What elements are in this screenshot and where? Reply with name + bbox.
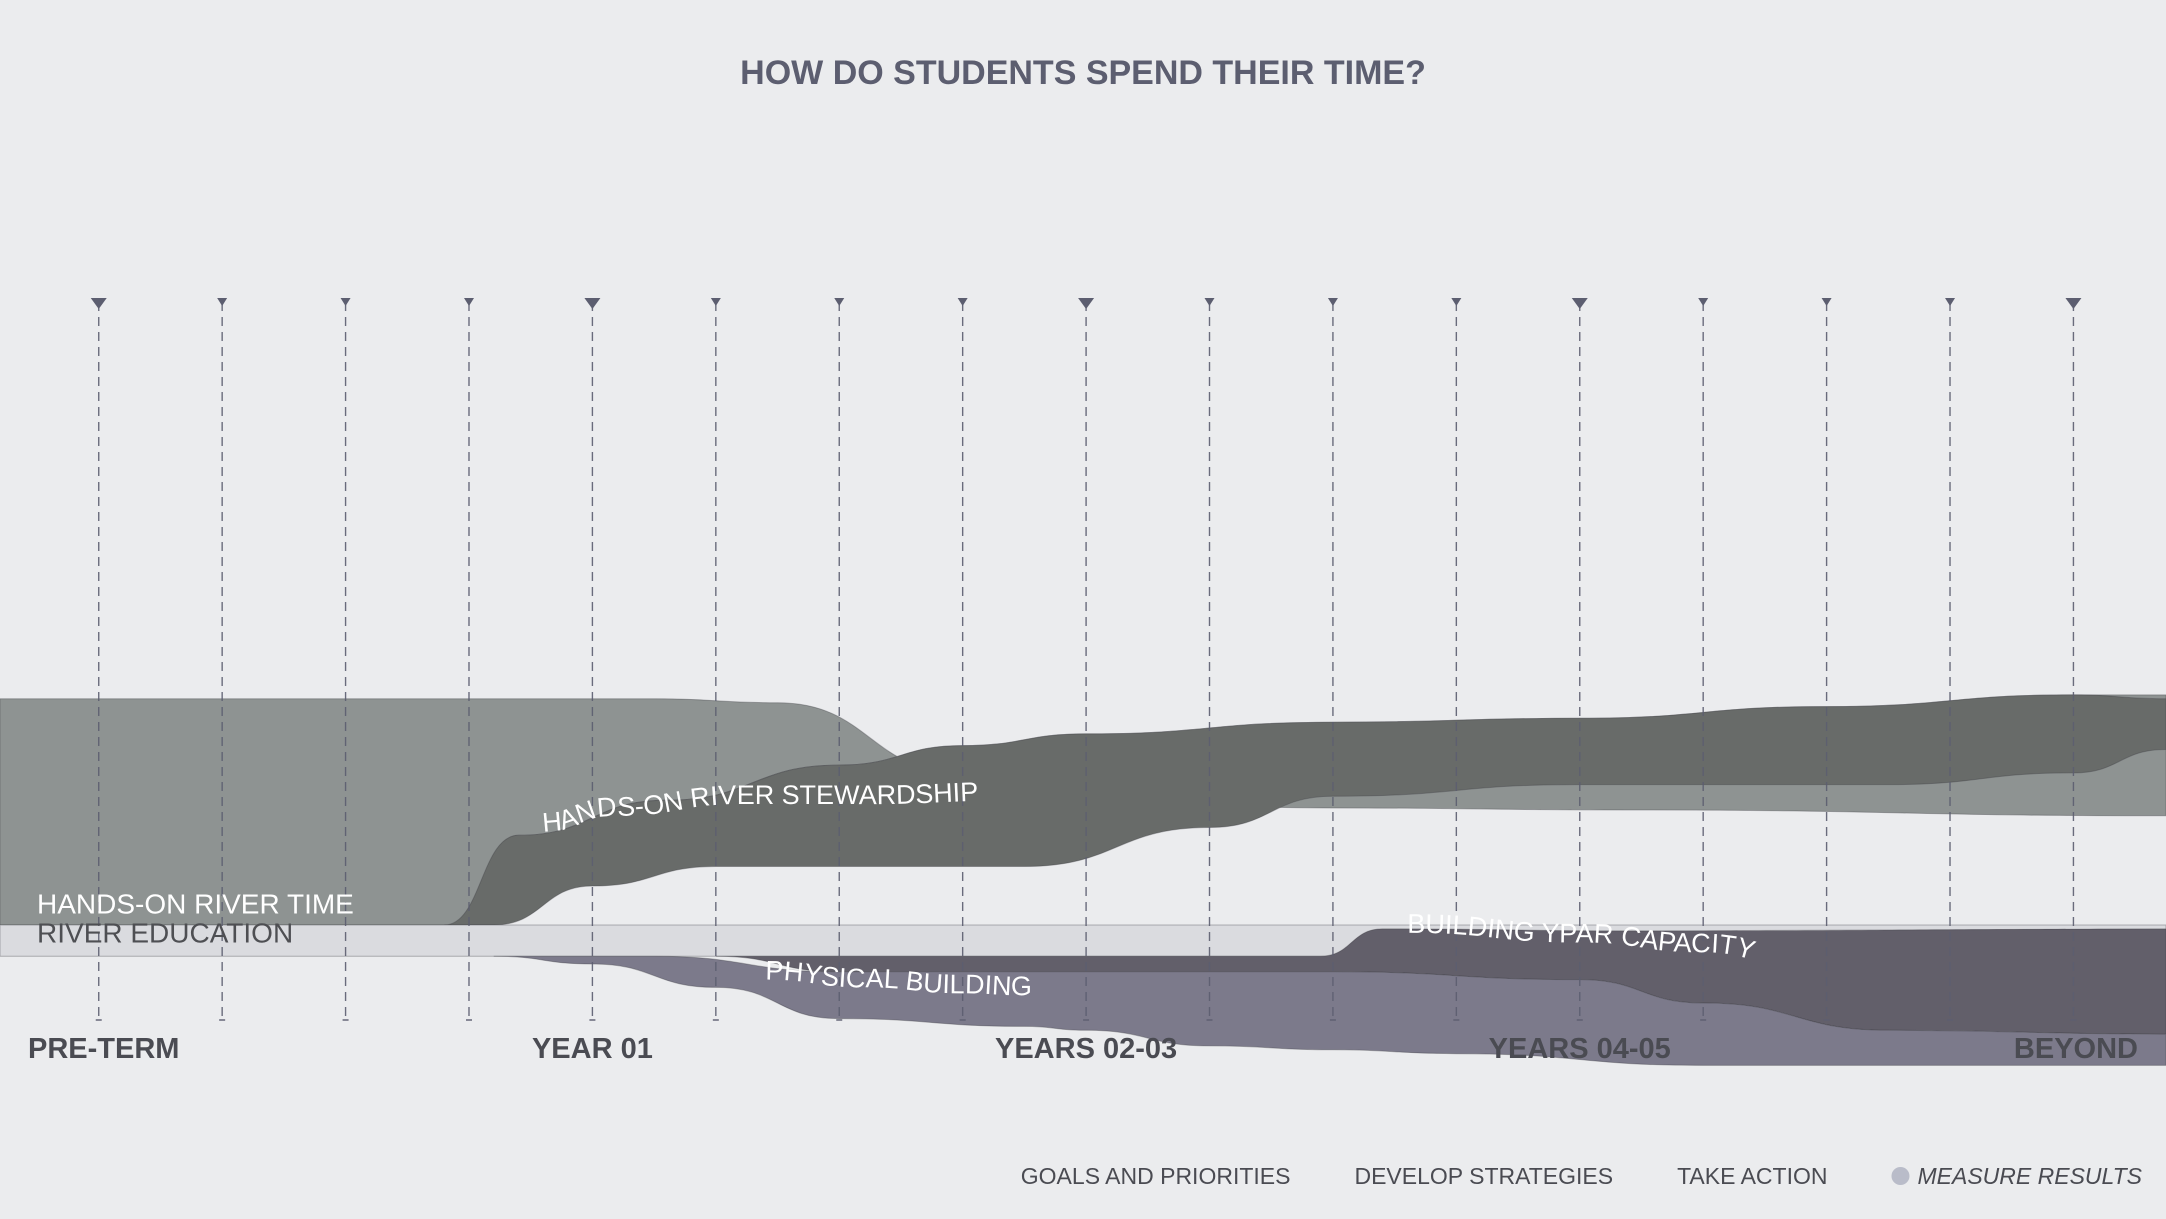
milestone-marker-icon	[1078, 298, 1095, 309]
milestone-marker-icon	[1945, 298, 1956, 306]
milestone-marker-icon	[1821, 298, 1832, 306]
legend: GOALS AND PRIORITIES DEVELOP STRATEGIES TA…	[1021, 1163, 2143, 1189]
milestone-marker-icon	[90, 298, 107, 309]
milestone-marker-icon	[217, 298, 228, 306]
milestone-marker-icon	[834, 298, 845, 306]
legend-dot-icon	[1891, 1167, 1910, 1185]
legend-item-develop-strategies: DEVELOP STRATEGIES	[1354, 1163, 1613, 1189]
milestone-marker-icon	[463, 298, 474, 306]
chart-title: HOW DO STUDENTS SPEND THEIR TIME?	[740, 54, 1426, 92]
x-label-beyond: BEYOND	[2014, 1033, 2138, 1065]
milestone-marker-icon	[1571, 298, 1588, 309]
milestone-marker-icon	[1451, 298, 1462, 306]
x-axis-labels: PRE-TERM YEAR 01 YEARS 02-03 YEARS 04-05 BEY…	[28, 1033, 2138, 1065]
milestone-marker-icon	[1327, 298, 1338, 306]
x-label-years-04-05: YEARS 04-05	[1489, 1033, 1671, 1065]
milestone-marker-icon	[584, 298, 601, 309]
area-physical-building	[493, 955, 2166, 1066]
x-label-pre-term: PRE-TERM	[28, 1033, 179, 1065]
x-label-year-01: YEAR 01	[532, 1033, 653, 1065]
series-label-river-education: RIVER EDUCATION	[37, 918, 293, 949]
legend-item-take-action: TAKE ACTION	[1677, 1163, 1827, 1189]
milestone-marker-icon	[710, 298, 721, 306]
milestone-marker-icon	[340, 298, 351, 306]
legend-item-goals-and-priorities: GOALS AND PRIORITIES	[1021, 1163, 1291, 1189]
x-label-years-02-03: YEARS 02-03	[995, 1033, 1177, 1065]
series-label-hands-on-river-time: HANDS-ON RIVER TIME	[37, 888, 354, 919]
milestone-marker-icon	[2065, 298, 2082, 309]
legend-item-measure-results: MEASURE RESULTS	[1917, 1163, 2142, 1189]
milestone-marker-icon	[1698, 298, 1709, 306]
milestone-markers	[90, 298, 2082, 1021]
area-hands-on-river-stewardship	[444, 694, 2166, 926]
milestone-marker-icon	[957, 298, 968, 306]
area-layers	[0, 694, 2166, 1066]
milestone-marker-icon	[1204, 298, 1215, 306]
